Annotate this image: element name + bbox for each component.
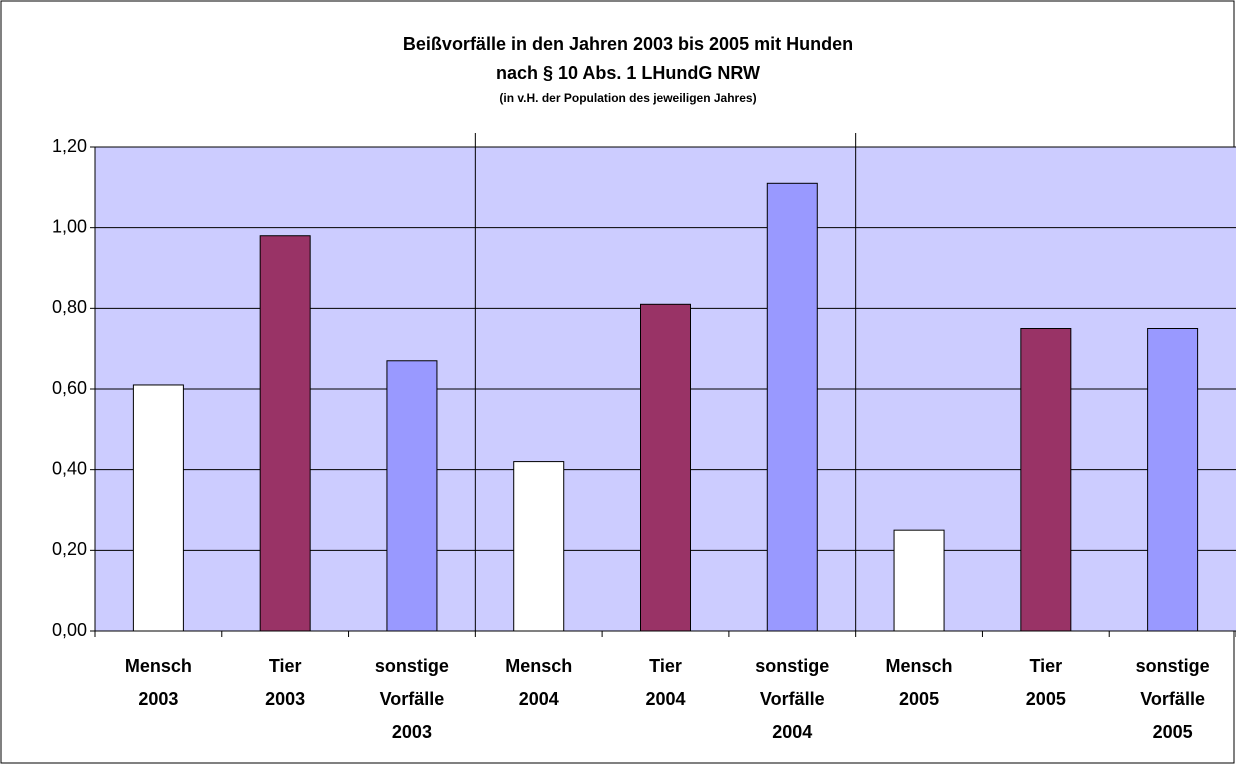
x-tick-label: sonstige: [755, 656, 829, 676]
bar: [386, 360, 438, 632]
x-tick-label: 2005: [899, 689, 939, 709]
bar: [640, 303, 691, 632]
x-tick-label: 2005: [1153, 722, 1193, 742]
y-tick-label: 0,20: [52, 539, 87, 559]
x-tick-label: 2003: [392, 722, 432, 742]
y-tick-label: 0,80: [52, 297, 87, 317]
chart-title: nach § 10 Abs. 1 LHundG NRW: [496, 63, 760, 83]
bar: [259, 235, 311, 632]
x-tick-label: 2003: [138, 689, 178, 709]
x-tick-label: 2003: [265, 689, 305, 709]
y-tick-label: 0,00: [52, 620, 87, 640]
y-tick-label: 0,60: [52, 378, 87, 398]
x-tick-label: 2005: [1026, 689, 1066, 709]
chart-subtitle: (in v.H. der Population des jeweiligen J…: [499, 91, 756, 105]
x-tick-label: 2004: [519, 689, 559, 709]
bar: [766, 182, 818, 632]
x-tick-label: sonstige: [375, 656, 449, 676]
x-tick-label: Mensch: [886, 656, 953, 676]
x-tick-label: Tier: [1029, 656, 1062, 676]
x-tick-label: Mensch: [125, 656, 192, 676]
y-tick-label: 1,00: [52, 216, 87, 236]
y-tick-label: 1,20: [52, 136, 87, 156]
bar: [132, 384, 184, 632]
x-tick-label: Tier: [269, 656, 302, 676]
x-tick-label: 2004: [645, 689, 685, 709]
x-tick-label: 2004: [772, 722, 812, 742]
x-tick-label: Vorfälle: [1140, 689, 1205, 709]
x-tick-label: Tier: [649, 656, 682, 676]
bar: [513, 461, 565, 632]
x-tick-label: Vorfälle: [380, 689, 445, 709]
bar: [1020, 328, 1072, 632]
x-tick-label: sonstige: [1136, 656, 1210, 676]
bar: [1147, 328, 1199, 632]
x-tick-label: Vorfälle: [760, 689, 825, 709]
y-tick-label: 0,40: [52, 458, 87, 478]
bar: [893, 529, 945, 632]
chart-title: Beißvorfälle in den Jahren 2003 bis 2005…: [403, 34, 853, 54]
x-tick-label: Mensch: [505, 656, 572, 676]
